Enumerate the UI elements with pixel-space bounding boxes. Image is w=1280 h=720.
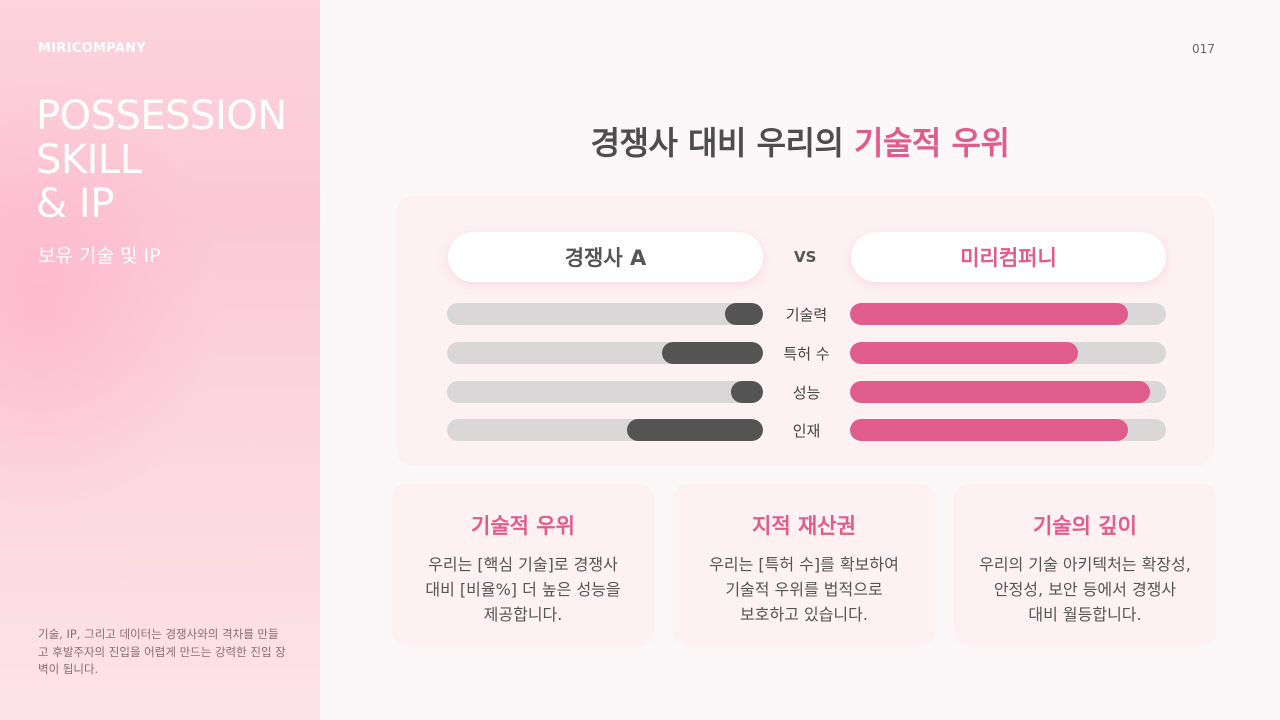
card-text: 우리는 [특허 수]를 확보하여 기술적 우위를 법적으로 보호하고 있습니다. [709,555,899,624]
card-text: 우리의 기술 아키텍처는 확장성, 안정성, 보안 등에서 경쟁사 대비 월등합… [979,555,1191,624]
section-title: POSSESSION SKILL & IP [36,94,287,226]
comparison-row: 성능 [396,379,1214,403]
metric-label: 특허 수 [783,345,830,363]
brand-name: MIRICOMPANY [38,41,147,56]
our-bar-track [850,419,1166,441]
our-bar-track [850,303,1166,325]
card-title: 기술적 우위 [471,514,575,538]
section-subtitle: 보유 기술 및 IP [38,245,161,267]
our-bar [850,303,1129,325]
competitor-bar-track [447,303,763,325]
card-title: 지적 재산권 [752,514,856,538]
our-bar [850,342,1078,364]
metric-label: 기술력 [785,306,828,324]
page-title: 경쟁사 대비 우리의 기술적 우위 [320,118,1280,164]
competitor-bar [627,419,763,441]
our-bar [850,381,1151,403]
comparison-row: 특허 수 [396,340,1214,364]
our-company-label: 미리컴퍼니 [851,232,1166,282]
comparison-row: 인재 [396,417,1214,441]
page-title-accent: 기술적 우위 [854,124,1010,162]
info-card-ip: 지적 재산권 우리는 [특허 수]를 확보하여 기술적 우위를 법적으로 보호하… [673,484,935,646]
comparison-panel: 경쟁사 A VS 미리컴퍼니 기술력 특허 수 성능 인재 [396,196,1214,466]
page-title-main: 경쟁사 대비 우리의 [590,124,855,162]
card-text: 우리는 [핵심 기술]로 경쟁사 대비 [비율%] 더 높은 성능을 제공합니다… [425,555,621,624]
card-title: 기술의 깊이 [1033,514,1137,538]
section-title-line: SKILL [36,137,142,183]
our-bar-track [850,381,1166,403]
info-card-tech-depth: 기술의 깊이 우리의 기술 아키텍처는 확장성, 안정성, 보안 등에서 경쟁사… [954,484,1216,646]
metric-label: 성능 [792,384,821,402]
competitor-bar [661,342,763,364]
competitor-label: 경쟁사 A [448,232,763,282]
comparison-row: 기술력 [396,301,1214,325]
vs-label: VS [794,248,817,266]
sidebar-panel: MIRICOMPANY POSSESSION SKILL & IP 보유 기술 … [0,0,320,720]
competitor-bar [731,381,763,403]
our-bar-track [850,342,1166,364]
info-card-tech-advantage: 기술적 우위 우리는 [핵심 기술]로 경쟁사 대비 [비율%] 더 높은 성능… [392,484,654,646]
section-title-line: POSSESSION [36,93,287,139]
section-title-line: & IP [36,181,114,227]
our-bar [850,419,1129,441]
competitor-bar [725,303,763,325]
footnote: 기술, IP, 그리고 데이터는 경쟁사와의 격차를 만들고 후발주자의 진입을… [38,627,286,676]
competitor-bar-track [447,381,763,403]
page-number: 017 [1192,42,1215,56]
metric-label: 인재 [792,422,821,440]
competitor-bar-track [447,342,763,364]
competitor-bar-track [447,419,763,441]
